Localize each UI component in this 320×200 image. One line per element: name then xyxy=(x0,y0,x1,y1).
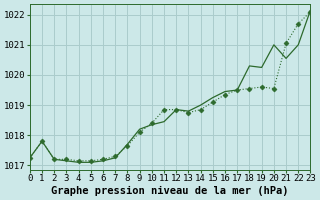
X-axis label: Graphe pression niveau de la mer (hPa): Graphe pression niveau de la mer (hPa) xyxy=(52,186,289,196)
